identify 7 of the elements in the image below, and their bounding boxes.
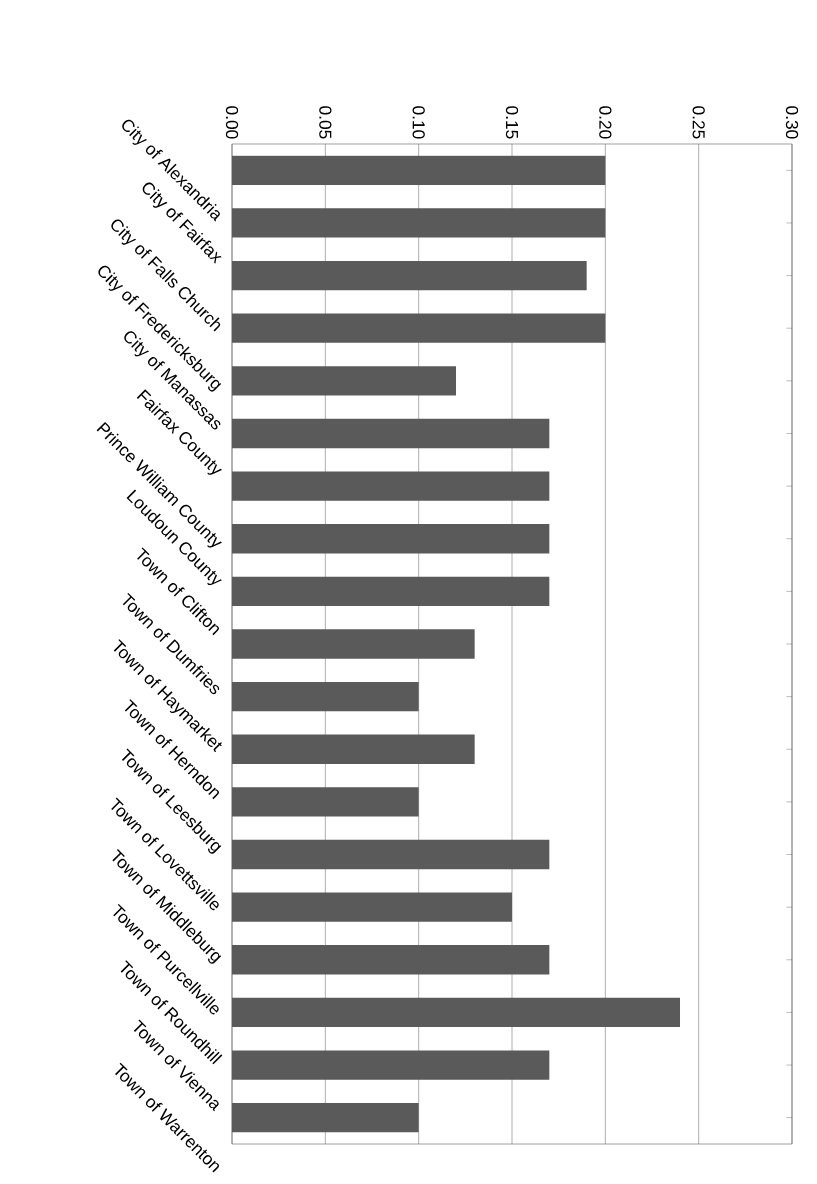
x-tick-label: 0.05 [319, 106, 332, 139]
x-tick-label: 0.00 [225, 106, 239, 139]
x-tick-label: 0.10 [412, 106, 425, 139]
x-tick-label: 0.25 [692, 106, 705, 139]
x-tick-label: 0.20 [599, 106, 612, 139]
x-tick-label: 0.15 [505, 106, 519, 139]
x-tick-label: 0.30 [785, 106, 799, 139]
